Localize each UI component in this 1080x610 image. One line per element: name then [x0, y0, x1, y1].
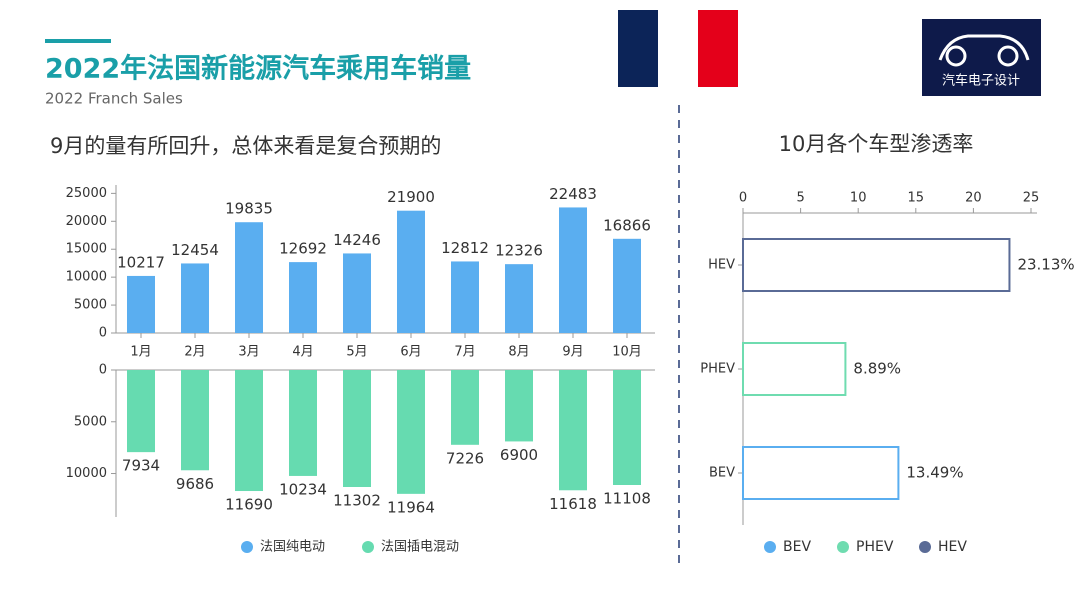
bar: [127, 370, 155, 453]
bar: [289, 262, 317, 333]
x-tick-label: 20: [965, 191, 982, 206]
y-tick-label: HEV: [708, 258, 735, 273]
y-tick-label: 25000: [66, 186, 107, 201]
value-label: 19835: [225, 200, 273, 218]
value-label: 22483: [549, 185, 597, 203]
bar: [451, 370, 479, 445]
x-tick-label: 3月: [238, 345, 259, 360]
y-tick-label: 10000: [66, 270, 107, 285]
bar: [235, 222, 263, 333]
legend-label: PHEV: [856, 539, 894, 555]
value-label: 7226: [446, 449, 484, 467]
y-tick-label: 5000: [74, 298, 107, 313]
value-label: 11302: [333, 491, 381, 509]
bar: [397, 210, 425, 333]
legend-label: 法国插电混动: [381, 540, 459, 555]
value-label: 23.13%: [1017, 256, 1074, 274]
bar: [181, 370, 209, 471]
x-tick-label: 4月: [292, 345, 313, 360]
value-label: 10217: [117, 253, 165, 271]
bar: [742, 342, 847, 396]
x-tick-label: 1月: [130, 345, 151, 360]
y2-tick-label: 0: [99, 363, 107, 378]
bar: [559, 370, 587, 491]
x-tick-label: 6月: [400, 345, 421, 360]
value-label: 6900: [500, 446, 538, 464]
y-tick-label: 15000: [66, 242, 107, 257]
title-accent: [45, 39, 111, 43]
bar: [289, 370, 317, 476]
value-label: 11964: [387, 498, 435, 516]
value-label: 12812: [441, 239, 489, 257]
legend-marker: [362, 541, 374, 553]
x-tick-label: 10月: [612, 345, 642, 360]
legend-label: HEV: [938, 539, 967, 555]
bar: [559, 207, 587, 333]
legend-label: BEV: [783, 539, 811, 555]
value-label: 11618: [549, 495, 597, 513]
slide-subtitle: 2022 Franch Sales: [45, 90, 183, 108]
value-label: 11690: [225, 496, 273, 514]
bar: [235, 370, 263, 492]
value-label: 13.49%: [906, 464, 963, 482]
legend-marker: [919, 541, 931, 553]
value-label: 12326: [495, 242, 543, 260]
x-tick-label: 9月: [562, 345, 583, 360]
bar: [613, 238, 641, 333]
value-label: 8.89%: [853, 360, 901, 378]
y-tick-label: 20000: [66, 214, 107, 229]
legend-marker: [837, 541, 849, 553]
chart-title: 9月的量有所回升，总体来看是复合预期的: [50, 134, 441, 158]
value-label: 14246: [333, 231, 381, 249]
x-tick-label: 5月: [346, 345, 367, 360]
x-tick-label: 7月: [454, 345, 475, 360]
bar: [181, 263, 209, 333]
x-tick-label: 8月: [508, 345, 529, 360]
value-label: 12692: [279, 240, 327, 258]
bar: [343, 253, 371, 333]
value-label: 7934: [122, 457, 160, 475]
x-tick-label: 0: [739, 191, 747, 206]
legend-label: 法国纯电动: [260, 540, 325, 555]
bar: [343, 370, 371, 487]
legend-marker: [764, 541, 776, 553]
bar: [505, 264, 533, 333]
y-tick-label: PHEV: [700, 362, 735, 377]
x-tick-label: 10: [850, 191, 867, 206]
value-label: 12454: [171, 241, 219, 259]
logo-text: 汽车电子设计: [942, 73, 1020, 89]
y2-tick-label: 10000: [66, 466, 107, 481]
bar: [742, 446, 900, 500]
logo: 汽车电子设计: [922, 19, 1041, 96]
y-tick-label: BEV: [709, 466, 735, 481]
bar: [397, 370, 425, 494]
value-label: 10234: [279, 480, 327, 498]
bar: [127, 275, 155, 333]
value-label: 9686: [176, 475, 214, 493]
value-label: 11108: [603, 489, 651, 507]
y-tick-label: 0: [99, 326, 107, 341]
chart-title: 10月各个车型渗透率: [779, 132, 974, 156]
bar: [613, 370, 641, 485]
x-tick-label: 15: [908, 191, 925, 206]
bar: [505, 370, 533, 442]
legend-marker: [241, 541, 253, 553]
x-tick-label: 2月: [184, 345, 205, 360]
y2-tick-label: 5000: [74, 414, 107, 429]
bar: [742, 238, 1011, 292]
x-tick-label: 5: [796, 191, 804, 206]
value-label: 21900: [387, 188, 435, 206]
slide-title: 2022年法国新能源汽车乘用车销量: [45, 53, 471, 85]
x-tick-label: 25: [1023, 191, 1040, 206]
flag: [618, 10, 738, 87]
value-label: 16866: [603, 216, 651, 234]
bar: [451, 261, 479, 333]
